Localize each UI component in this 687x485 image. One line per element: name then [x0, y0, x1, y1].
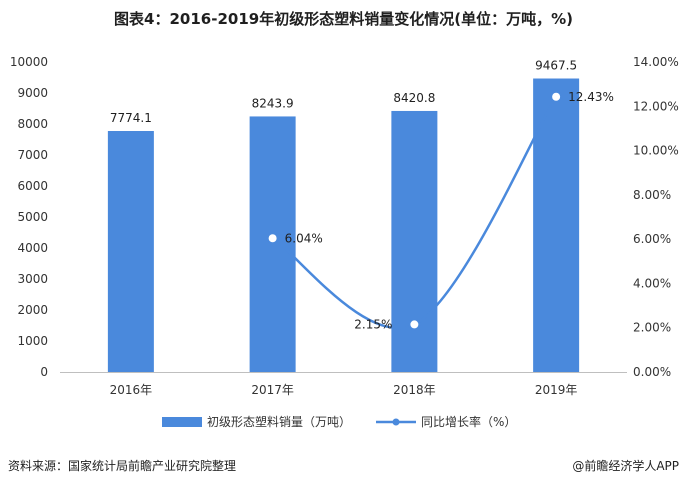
bar-value-label: 7774.1: [110, 111, 152, 125]
bar: [107, 131, 154, 372]
y-right-tick-label: 2.00%: [633, 321, 671, 335]
line-point: [266, 232, 279, 245]
source-note: 资料来源：国家统计局前瞻产业研究院整理: [8, 459, 237, 473]
bar: [533, 78, 580, 372]
y-left-tick-label: 0: [40, 365, 48, 379]
brand-watermark: @前瞻经济学人APP: [572, 459, 679, 473]
line-point: [550, 90, 563, 103]
y-left-tick-label: 10000: [10, 55, 48, 69]
line-value-label: 12.43%: [568, 90, 614, 104]
line-value-label: 6.04%: [285, 231, 323, 245]
legend: 初级形态塑料销量（万吨） 同比增长率（%）: [162, 414, 516, 429]
y-left-tick-label: 9000: [17, 86, 48, 100]
chart-axes: 0 1000 2000 3000 4000 5000 6000 7000 8000 9000 100…: [10, 55, 679, 397]
y-right-tick-label: 0.00%: [633, 365, 671, 379]
y-left-tick-label: 5000: [17, 210, 48, 224]
bar: [391, 110, 438, 372]
y-right-tick-label: 14.00%: [633, 55, 679, 69]
line-point: [408, 318, 421, 331]
line-value-label: 2.15%: [354, 317, 392, 331]
y-left-tick-label: 6000: [17, 179, 48, 193]
bar-series: 7774.1 8243.9 8420.8 9467.5: [107, 59, 580, 372]
y-left-tick-label: 7000: [17, 148, 48, 162]
y-right-tick-label: 4.00%: [633, 276, 671, 290]
legend-bar-swatch: [162, 417, 202, 427]
bar-value-label: 8243.9: [252, 96, 294, 110]
y-left-tick-label: 4000: [17, 241, 48, 255]
y-right-tick-label: 10.00%: [633, 144, 679, 158]
y-right-tick-label: 12.00%: [633, 99, 679, 113]
y-right-tick-label: 6.00%: [633, 232, 671, 246]
x-tick-label: 2018年: [393, 383, 436, 397]
y-right-tick-label: 8.00%: [633, 188, 671, 202]
legend-bar-label: 初级形态塑料销量（万吨）: [207, 414, 351, 429]
bar-value-label: 8420.8: [393, 91, 435, 105]
line-series: 6.04% 2.15% 12.43%: [266, 90, 614, 331]
x-tick-label: 2019年: [535, 383, 578, 397]
y-left-tick-label: 3000: [17, 272, 48, 286]
chart-title: 图表4：2016-2019年初级形态塑料销量变化情况(单位：万吨，%): [114, 10, 573, 28]
y-left-tick-label: 1000: [17, 334, 48, 348]
legend-line-label: 同比增长率（%）: [421, 414, 516, 429]
legend-line-marker: [392, 418, 400, 426]
y-left-tick-label: 2000: [17, 303, 48, 317]
bar-value-label: 9467.5: [535, 59, 577, 73]
y-left-tick-label: 8000: [17, 117, 48, 131]
x-tick-label: 2016年: [110, 383, 153, 397]
x-tick-label: 2017年: [251, 383, 294, 397]
